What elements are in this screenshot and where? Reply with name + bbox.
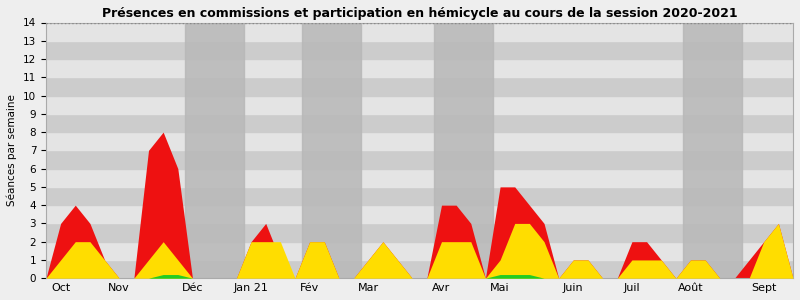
Bar (46, 187, 793, 205)
Bar (46, 77, 793, 96)
Bar (46, 205, 793, 224)
Bar (683, 22, 742, 278)
Y-axis label: Séances par semaine: Séances par semaine (7, 94, 18, 206)
Bar (46, 260, 793, 278)
Bar (46, 132, 793, 150)
Bar (302, 22, 361, 278)
Bar (46, 114, 793, 132)
Bar (434, 22, 493, 278)
Bar (46, 242, 793, 260)
Bar (46, 59, 793, 77)
Bar (46, 41, 793, 59)
Bar (46, 169, 793, 187)
Bar (46, 224, 793, 242)
Bar (185, 22, 244, 278)
Title: Présences en commissions et participation en hémicycle au cours de la session 20: Présences en commissions et participatio… (102, 7, 738, 20)
Bar (46, 22, 793, 41)
Bar (46, 96, 793, 114)
Bar (46, 150, 793, 169)
